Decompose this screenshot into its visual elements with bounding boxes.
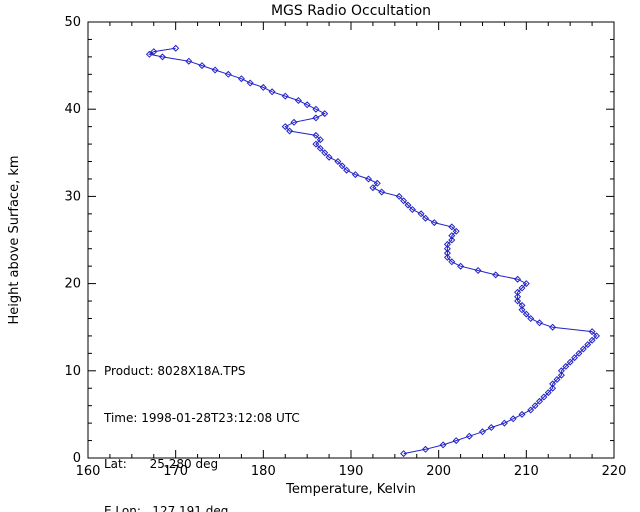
- tick-label: 30: [64, 189, 81, 204]
- annotation-line-time: Time: 1998-01-28T23:12:08 UTC: [104, 410, 300, 425]
- tick-label: 10: [64, 364, 81, 379]
- tick-label: 190: [339, 464, 364, 479]
- annotation-line-lat: Lat: 25.280 deg: [104, 457, 219, 471]
- tick-label: 200: [426, 464, 451, 479]
- tick-label: 220: [602, 464, 627, 479]
- chart-title: MGS Radio Occultation: [271, 3, 431, 19]
- axis-ticks: [87, 21, 615, 459]
- tick-label: 50: [64, 15, 81, 30]
- axis-tick-labels: 160 170 180 190 200 210 220 0 10 20 30 40 50: [64, 15, 626, 479]
- annotation-line-elon: E Lon: 127.191 deg: [104, 503, 229, 512]
- diamond-markers: [145, 44, 601, 458]
- tick-label: 160: [76, 464, 101, 479]
- annotation-line-product: Product: 8028X18A.TPS: [104, 364, 246, 378]
- tick-label: 0: [73, 451, 81, 466]
- annotation-block: Product: 8028X18A.TPS Time: 1998-01-28T2…: [104, 333, 300, 512]
- tick-label: 180: [251, 464, 276, 479]
- x-axis-label: Temperature, Kelvin: [285, 482, 416, 497]
- tick-label: 170: [163, 464, 188, 479]
- tick-label: 210: [514, 464, 539, 479]
- tick-label: 20: [64, 277, 81, 292]
- y-axis-label: Height above Surface, km: [7, 155, 22, 324]
- tick-label: 40: [64, 102, 81, 117]
